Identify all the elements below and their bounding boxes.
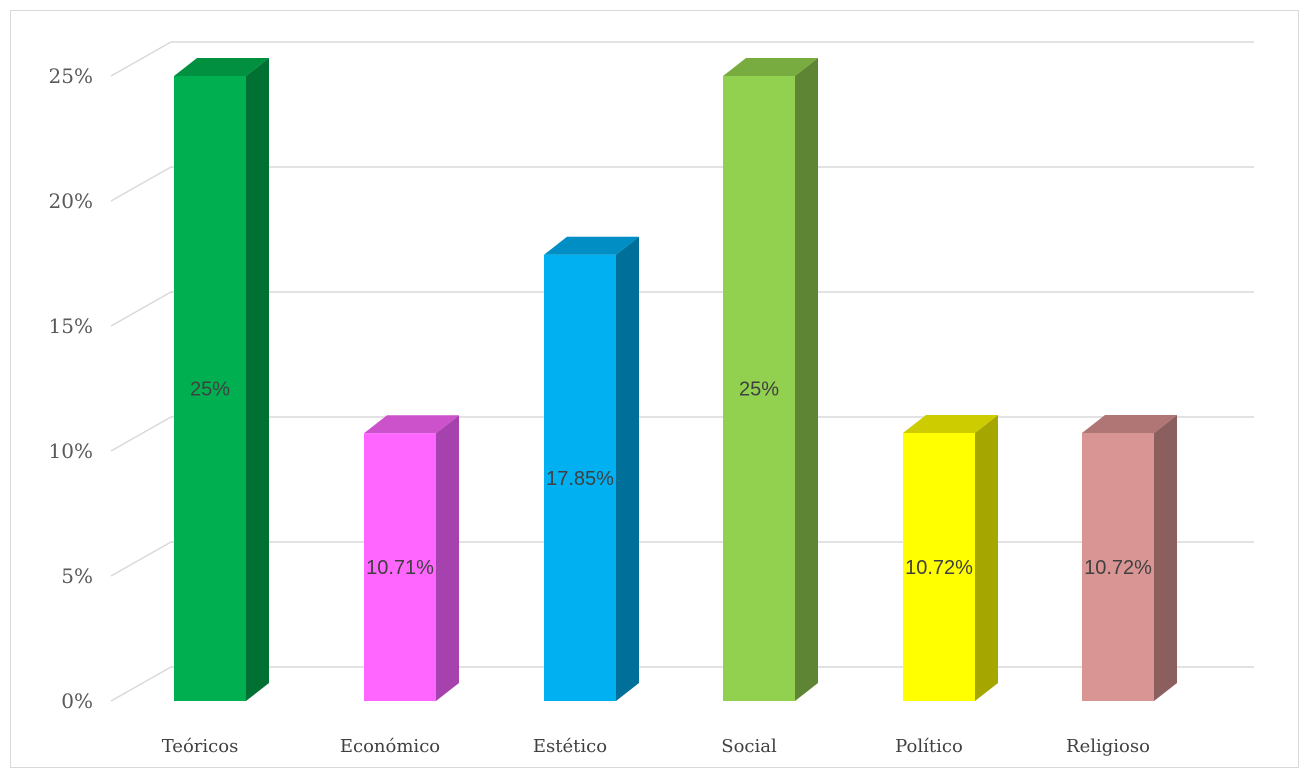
bar-side-face — [436, 415, 459, 701]
y-tick-label: 25% — [49, 64, 93, 88]
x-category-label: Religioso — [1066, 736, 1150, 757]
bar-side-face — [1154, 415, 1177, 701]
y-tick-label: 0% — [61, 689, 93, 713]
data-label: 10.72% — [1084, 557, 1152, 579]
bar-side-face — [246, 58, 269, 701]
bar-side-face — [616, 236, 639, 701]
data-label: 17.85% — [546, 468, 614, 490]
x-category-label: Estético — [533, 736, 607, 757]
bar-side-face — [795, 58, 818, 701]
gridline — [110, 166, 1254, 202]
bar-top-face — [364, 415, 459, 434]
bar-front-face — [544, 254, 616, 701]
y-tick-label: 20% — [49, 189, 93, 213]
data-label: 25% — [190, 379, 230, 401]
bar — [364, 415, 459, 701]
data-label: 10.71% — [366, 557, 434, 579]
bar-side-face — [975, 415, 998, 701]
bar-top-face — [723, 58, 818, 76]
gridline — [110, 291, 1254, 327]
data-label: 25% — [739, 379, 779, 401]
bar-top-face — [903, 415, 998, 433]
y-tick-label: 10% — [49, 439, 93, 463]
bar-top-face — [174, 58, 269, 76]
bar — [1082, 415, 1177, 701]
y-tick-label: 5% — [61, 564, 93, 588]
gridline — [110, 666, 1254, 702]
x-category-label: Social — [721, 736, 777, 757]
gridline — [110, 41, 1254, 77]
x-category-label: Teóricos — [162, 736, 239, 757]
x-category-label: Económico — [340, 736, 440, 757]
bar-front-face — [1082, 433, 1154, 701]
bar-front-face — [723, 76, 795, 701]
bar — [723, 58, 818, 701]
bar-front-face — [174, 76, 246, 701]
x-category-label: Político — [895, 736, 963, 757]
gridline — [110, 416, 1254, 452]
bar-top-face — [544, 236, 639, 255]
bar-front-face — [903, 433, 975, 701]
y-tick-label: 15% — [49, 314, 93, 338]
bar-top-face — [1082, 415, 1177, 433]
bar-chart: 0% 5% 10% 15% 20% 25% Teóricos Económico Estéti… — [49, 41, 1254, 757]
data-label: 10.72% — [905, 557, 973, 579]
bar — [903, 415, 998, 701]
gridline — [110, 541, 1254, 577]
bar — [174, 58, 269, 701]
bar — [544, 236, 639, 701]
chart-frame: 0% 5% 10% 15% 20% 25% Teóricos Económico Estéti… — [10, 10, 1299, 768]
bar-front-face — [364, 433, 436, 701]
